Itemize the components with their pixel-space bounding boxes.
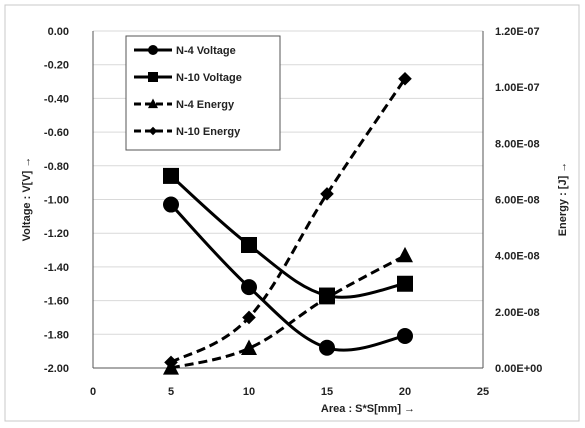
data-point <box>397 246 413 263</box>
legend-marker <box>148 72 158 82</box>
axes <box>92 31 484 369</box>
x-tick-label: 10 <box>243 386 255 398</box>
data-point <box>241 339 257 355</box>
legend-label: N-4 Voltage <box>176 45 236 57</box>
legend-label: N-4 Energy <box>176 99 235 111</box>
legend: N-4 Voltage N-10 Voltage N-4 Energy N-10 En… <box>125 35 281 151</box>
y-left-tick-label: -0.20 <box>44 60 69 72</box>
data-point <box>164 355 178 370</box>
chart-frame <box>4 4 580 422</box>
series-n-10-energy <box>164 71 412 370</box>
data-point <box>163 167 179 184</box>
y-right-tick-label: 0.00E+00 <box>495 363 542 375</box>
y-right-tick-label: 2.00E-08 <box>495 307 540 319</box>
series-line <box>170 77 407 364</box>
data-point <box>397 327 413 344</box>
legend-label: N-10 Voltage <box>176 72 242 84</box>
y-right-axis-title: Energy : [J] → <box>557 162 569 237</box>
y-left-tick-label: -1.20 <box>44 228 69 240</box>
data-point <box>319 339 335 356</box>
data-point <box>398 71 412 86</box>
y-right-tick-label: 1.00E-07 <box>495 82 540 94</box>
legend-marker <box>148 126 158 136</box>
y-left-tick-label: -1.00 <box>44 195 69 207</box>
data-point <box>320 187 334 201</box>
y-left-tick-label: -0.40 <box>44 93 69 105</box>
data-point <box>241 279 257 296</box>
x-tick-label: 15 <box>321 386 333 398</box>
y-left-tick-label: -0.80 <box>44 161 69 173</box>
y-left-tick-label: -2.00 <box>44 363 69 375</box>
series-line <box>169 203 406 352</box>
data-point <box>163 196 179 213</box>
series-line <box>170 254 406 370</box>
legend-label: N-10 Energy <box>176 126 241 138</box>
x-axis-title: Area : S*S[mm] → <box>321 403 415 415</box>
y-right-tick-label: 1.20E-07 <box>495 26 540 38</box>
y-left-tick-label: -1.80 <box>44 329 69 341</box>
y-right-tick-label: 4.00E-08 <box>495 251 540 263</box>
data-point <box>397 275 413 292</box>
x-tick-label: 25 <box>477 386 489 398</box>
y-left-tick-label: 0.00 <box>48 26 69 38</box>
data-point <box>241 236 257 253</box>
tick-labels: 0.00 -0.20 -0.40 -0.60 -0.80 -1.00 -1.20 -1.40 -… <box>44 26 542 398</box>
legend-marker <box>148 98 158 109</box>
y-left-tick-label: -0.60 <box>44 127 69 139</box>
y-left-axis-title: Voltage : V[V] → <box>21 157 33 242</box>
y-left-tick-label: -1.40 <box>44 262 69 274</box>
series-n-4-voltage <box>163 196 413 356</box>
y-right-tick-label: 6.00E-08 <box>495 195 540 207</box>
legend-marker <box>148 45 158 55</box>
series-line <box>170 174 406 299</box>
data-point <box>242 310 256 325</box>
y-right-tick-label: 8.00E-08 <box>495 138 540 150</box>
y-left-tick-label: -1.60 <box>44 296 69 308</box>
x-tick-label: 20 <box>399 386 411 398</box>
series-group <box>163 71 413 375</box>
x-tick-label: 5 <box>168 386 174 398</box>
x-tick-label: 0 <box>90 386 96 398</box>
data-point <box>319 288 335 305</box>
